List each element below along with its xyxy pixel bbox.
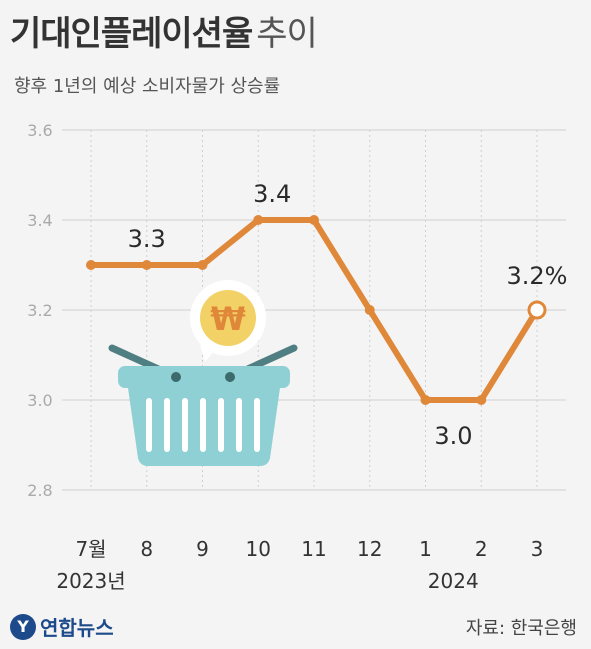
year-label: 2023년 <box>56 569 125 593</box>
x-tick-label: 7월 <box>75 537 106 561</box>
won-coin-icon: ₩ <box>190 280 266 362</box>
svg-text:₩: ₩ <box>210 300 245 338</box>
title-main: 기대인플레이션율 <box>10 14 253 54</box>
year-label: 2024 <box>428 569 479 593</box>
data-label: 3.0 <box>434 422 472 450</box>
data-point <box>476 395 487 405</box>
x-tick-label: 12 <box>357 537 382 561</box>
x-tick-label: 9 <box>196 537 209 561</box>
y-tick-label: 2.8 <box>27 481 52 500</box>
data-point <box>364 305 375 315</box>
data-point <box>253 215 264 225</box>
x-tick-label: 8 <box>140 537 153 561</box>
x-tick-label: 1 <box>419 537 432 561</box>
x-tick-label: 11 <box>301 537 326 561</box>
brand-logo: Y 연합뉴스 <box>10 612 114 641</box>
basket-illustration: ₩ <box>108 280 298 466</box>
data-point <box>86 260 96 270</box>
chart-subtitle: 향후 1년의 예상 소비자물가 상승률 <box>14 76 281 97</box>
y-tick-label: 3.6 <box>27 121 52 140</box>
data-point <box>197 260 208 270</box>
data-point <box>420 395 431 405</box>
y-tick-label: 3.2 <box>27 301 52 320</box>
title-suffix: 추이 <box>256 14 318 54</box>
data-label: 3.3 <box>128 225 166 253</box>
data-point <box>141 260 152 270</box>
x-tick-label: 2 <box>475 537 488 561</box>
shopping-basket-icon <box>108 344 298 466</box>
y-tick-label: 3.4 <box>27 211 52 230</box>
data-point <box>309 215 319 225</box>
source-note: 자료: 한국은행 <box>465 618 577 639</box>
y-tick-label: 3.0 <box>27 391 52 410</box>
data-label: 3.4 <box>253 180 291 208</box>
data-point-last <box>527 300 547 320</box>
logo-text: 연합뉴스 <box>40 616 114 640</box>
data-label: 3.2% <box>507 262 568 290</box>
yonhap-logo-icon: Y <box>10 613 36 640</box>
chart-title: 기대인플레이션율 추이 <box>10 6 318 55</box>
x-tick-label: 10 <box>246 537 271 561</box>
x-tick-label: 3 <box>531 537 544 561</box>
